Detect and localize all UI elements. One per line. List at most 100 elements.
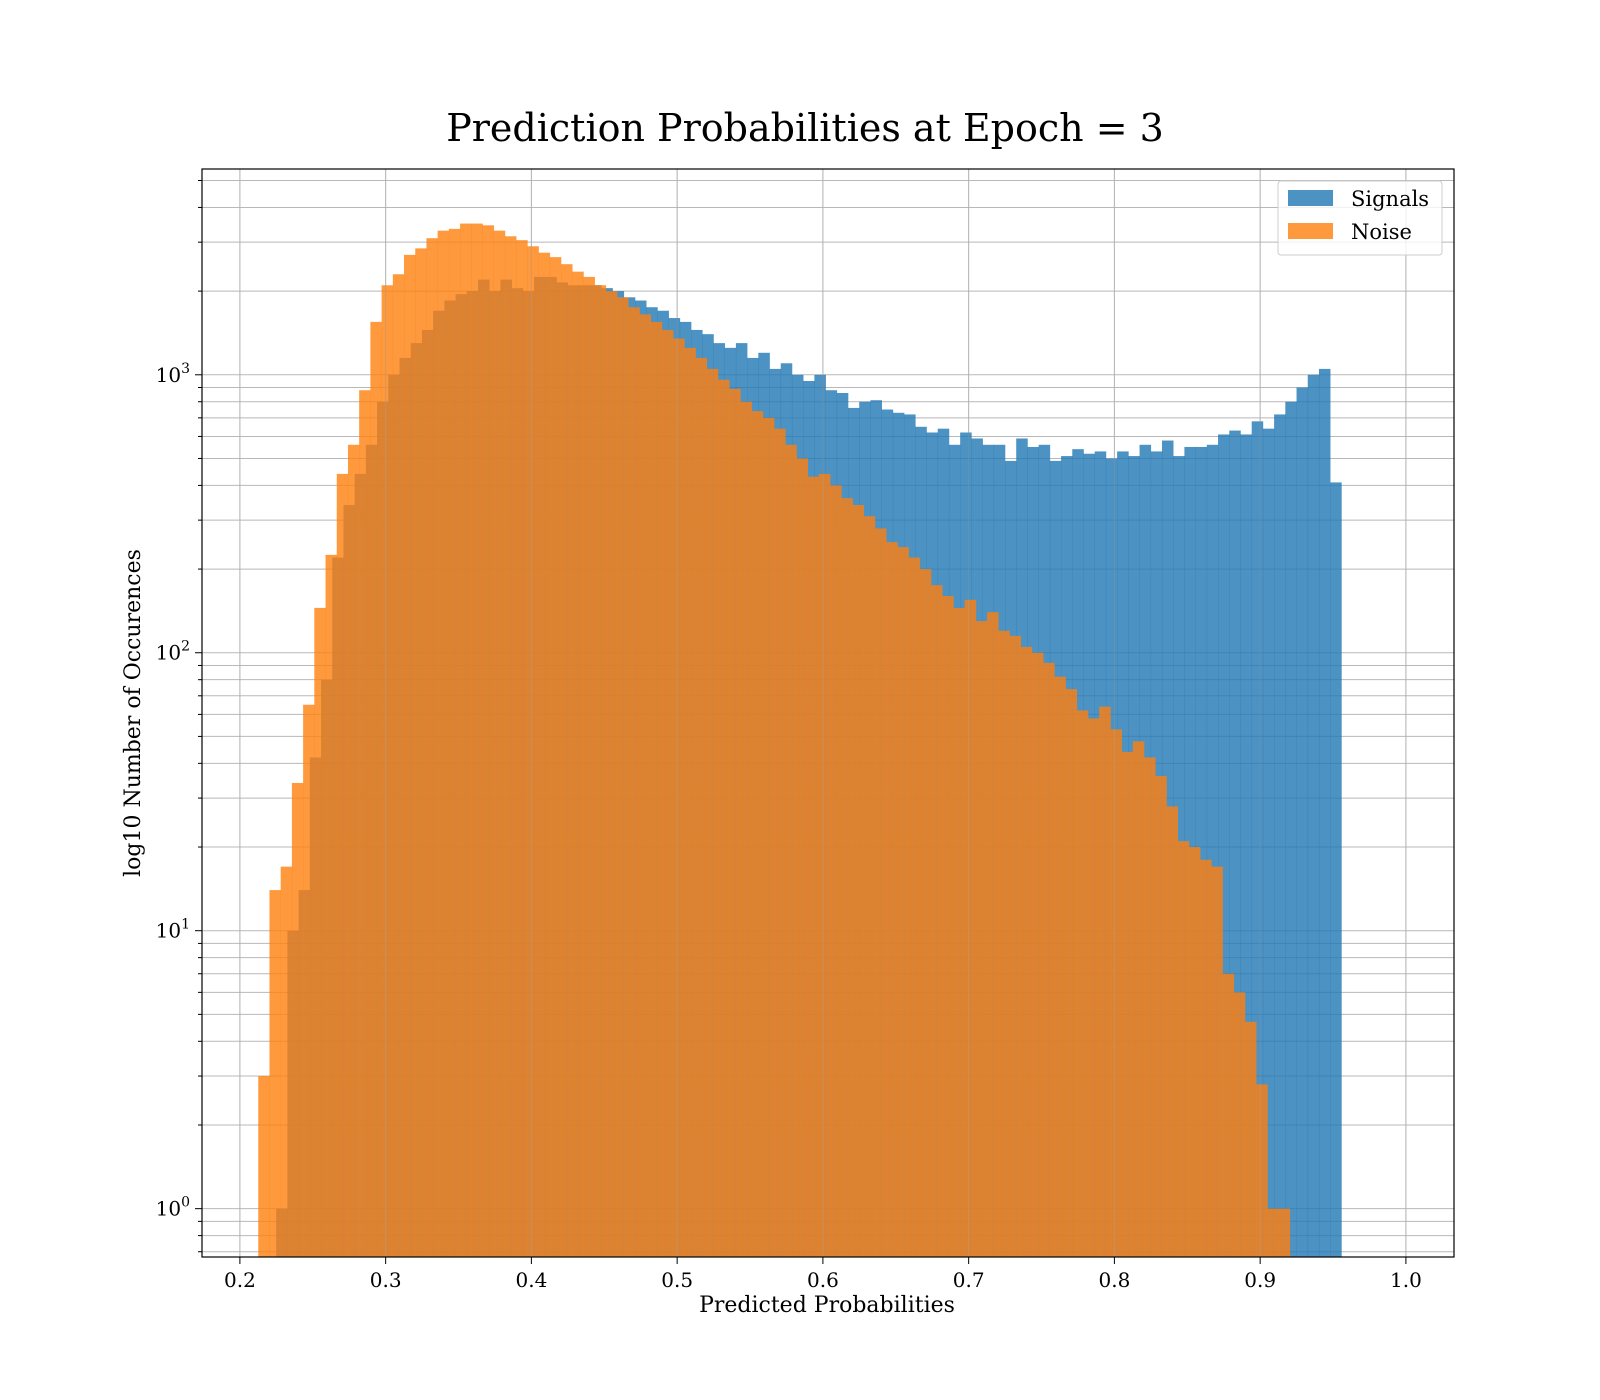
bar-noise [572, 271, 584, 1257]
bar-noise [1244, 1021, 1257, 1257]
x-tick-label: 0.6 [807, 1268, 839, 1292]
bar-noise [1043, 662, 1055, 1257]
x-tick-label: 0.4 [515, 1268, 547, 1292]
bar-noise [1267, 1208, 1279, 1257]
histogram-bars [258, 223, 1342, 1258]
bar-noise [886, 542, 898, 1257]
bar-noise [740, 401, 752, 1258]
bar-noise [1031, 652, 1044, 1257]
bar-noise [796, 458, 808, 1258]
bar-noise [639, 314, 651, 1258]
overlay-grid-lines [239, 169, 1407, 1257]
bar-noise [370, 321, 382, 1257]
bar-noise [942, 596, 954, 1257]
bar-noise [482, 225, 495, 1257]
legend-label-signals: Signals [1351, 187, 1429, 211]
bar-noise [460, 223, 472, 1257]
bar-noise [448, 228, 461, 1258]
bar-noise [695, 357, 708, 1257]
bar-noise [549, 257, 562, 1257]
bar-noise [1132, 741, 1145, 1257]
legend-swatch-signals [1288, 190, 1333, 206]
x-tick-label: 0.3 [370, 1268, 402, 1292]
y-tick-label: 103 [156, 361, 190, 387]
bar-noise [1020, 646, 1033, 1257]
bar-noise [471, 223, 483, 1257]
bar-noise [415, 248, 427, 1258]
bar-noise [953, 607, 965, 1257]
bar-signals [1206, 444, 1219, 1257]
bar-noise [1110, 729, 1122, 1257]
bar-noise [392, 274, 405, 1257]
bar-noise [1155, 776, 1167, 1257]
bar-noise [404, 254, 416, 1257]
bar-signals [1296, 387, 1309, 1257]
bar-noise [650, 321, 663, 1257]
bar-signals [1318, 368, 1331, 1257]
bar-noise [863, 516, 876, 1257]
bar-noise [1087, 718, 1100, 1257]
bar-signals [1285, 401, 1297, 1258]
y-tick-label: 101 [156, 917, 190, 943]
bar-noise [841, 498, 853, 1257]
bar-noise [1222, 973, 1235, 1257]
chart-title: Prediction Probabilities at Epoch = 3 [446, 106, 1164, 150]
bar-noise [493, 230, 506, 1257]
bar-noise [258, 1076, 270, 1257]
bar-noise [325, 554, 338, 1257]
bar-signals [1218, 434, 1230, 1258]
x-tick-label: 0.7 [953, 1268, 985, 1292]
bar-noise [359, 390, 371, 1258]
bar-noise [729, 388, 741, 1257]
bar-signals [1195, 446, 1208, 1258]
bar-noise [538, 252, 551, 1258]
y-tick-label: 100 [156, 1195, 190, 1221]
bar-noise [673, 338, 685, 1257]
bar-noise [605, 291, 618, 1257]
bar-noise [1121, 751, 1134, 1257]
bar-noise [1188, 847, 1201, 1257]
bar-noise [762, 417, 775, 1258]
x-tick-label: 0.9 [1244, 1268, 1276, 1292]
bar-noise [1076, 710, 1089, 1257]
bar-noise [987, 612, 999, 1257]
bar-noise [594, 285, 607, 1258]
bar-noise [684, 347, 696, 1258]
bar-noise [291, 782, 304, 1257]
bar-noise [1211, 866, 1223, 1257]
y-tick-label: 102 [156, 639, 190, 665]
bar-signals [1262, 428, 1275, 1257]
bar-noise [314, 607, 326, 1257]
bar-noise [1278, 1208, 1291, 1257]
bar-noise [830, 485, 842, 1257]
bar-noise [919, 569, 932, 1257]
x-tick-label: 0.5 [661, 1268, 693, 1292]
x-axis-ticks: 0.2 0.3 0.4 0.5 0.6 0.7 0.8 0.9 1.0 [224, 1257, 1422, 1292]
bar-noise [998, 630, 1010, 1257]
bar-noise [426, 238, 438, 1257]
bar-noise [1166, 806, 1178, 1257]
legend: Signals Noise [1277, 180, 1443, 256]
bar-noise [583, 276, 595, 1257]
bar-noise [818, 473, 831, 1257]
bar-signals [1330, 482, 1342, 1257]
bar-signals [1307, 374, 1320, 1257]
x-axis-label: Predicted Probabilities [699, 1293, 955, 1318]
x-tick-label: 0.2 [224, 1268, 256, 1292]
bar-noise [908, 557, 921, 1257]
bar-noise [527, 246, 539, 1257]
bar-signals [1229, 430, 1241, 1257]
bar-signals [1274, 414, 1286, 1257]
bar-noise [617, 297, 629, 1257]
bar-noise [628, 307, 640, 1258]
plot-frame [201, 168, 1455, 1258]
bar-noise [931, 585, 943, 1257]
bar-noise [1256, 1084, 1268, 1257]
bar-noise [807, 476, 820, 1257]
legend-swatch-noise [1288, 223, 1333, 239]
bar-noise [774, 428, 786, 1257]
bar-noise [975, 621, 988, 1257]
bar-noise [1065, 689, 1078, 1257]
bar-noise [303, 704, 315, 1257]
